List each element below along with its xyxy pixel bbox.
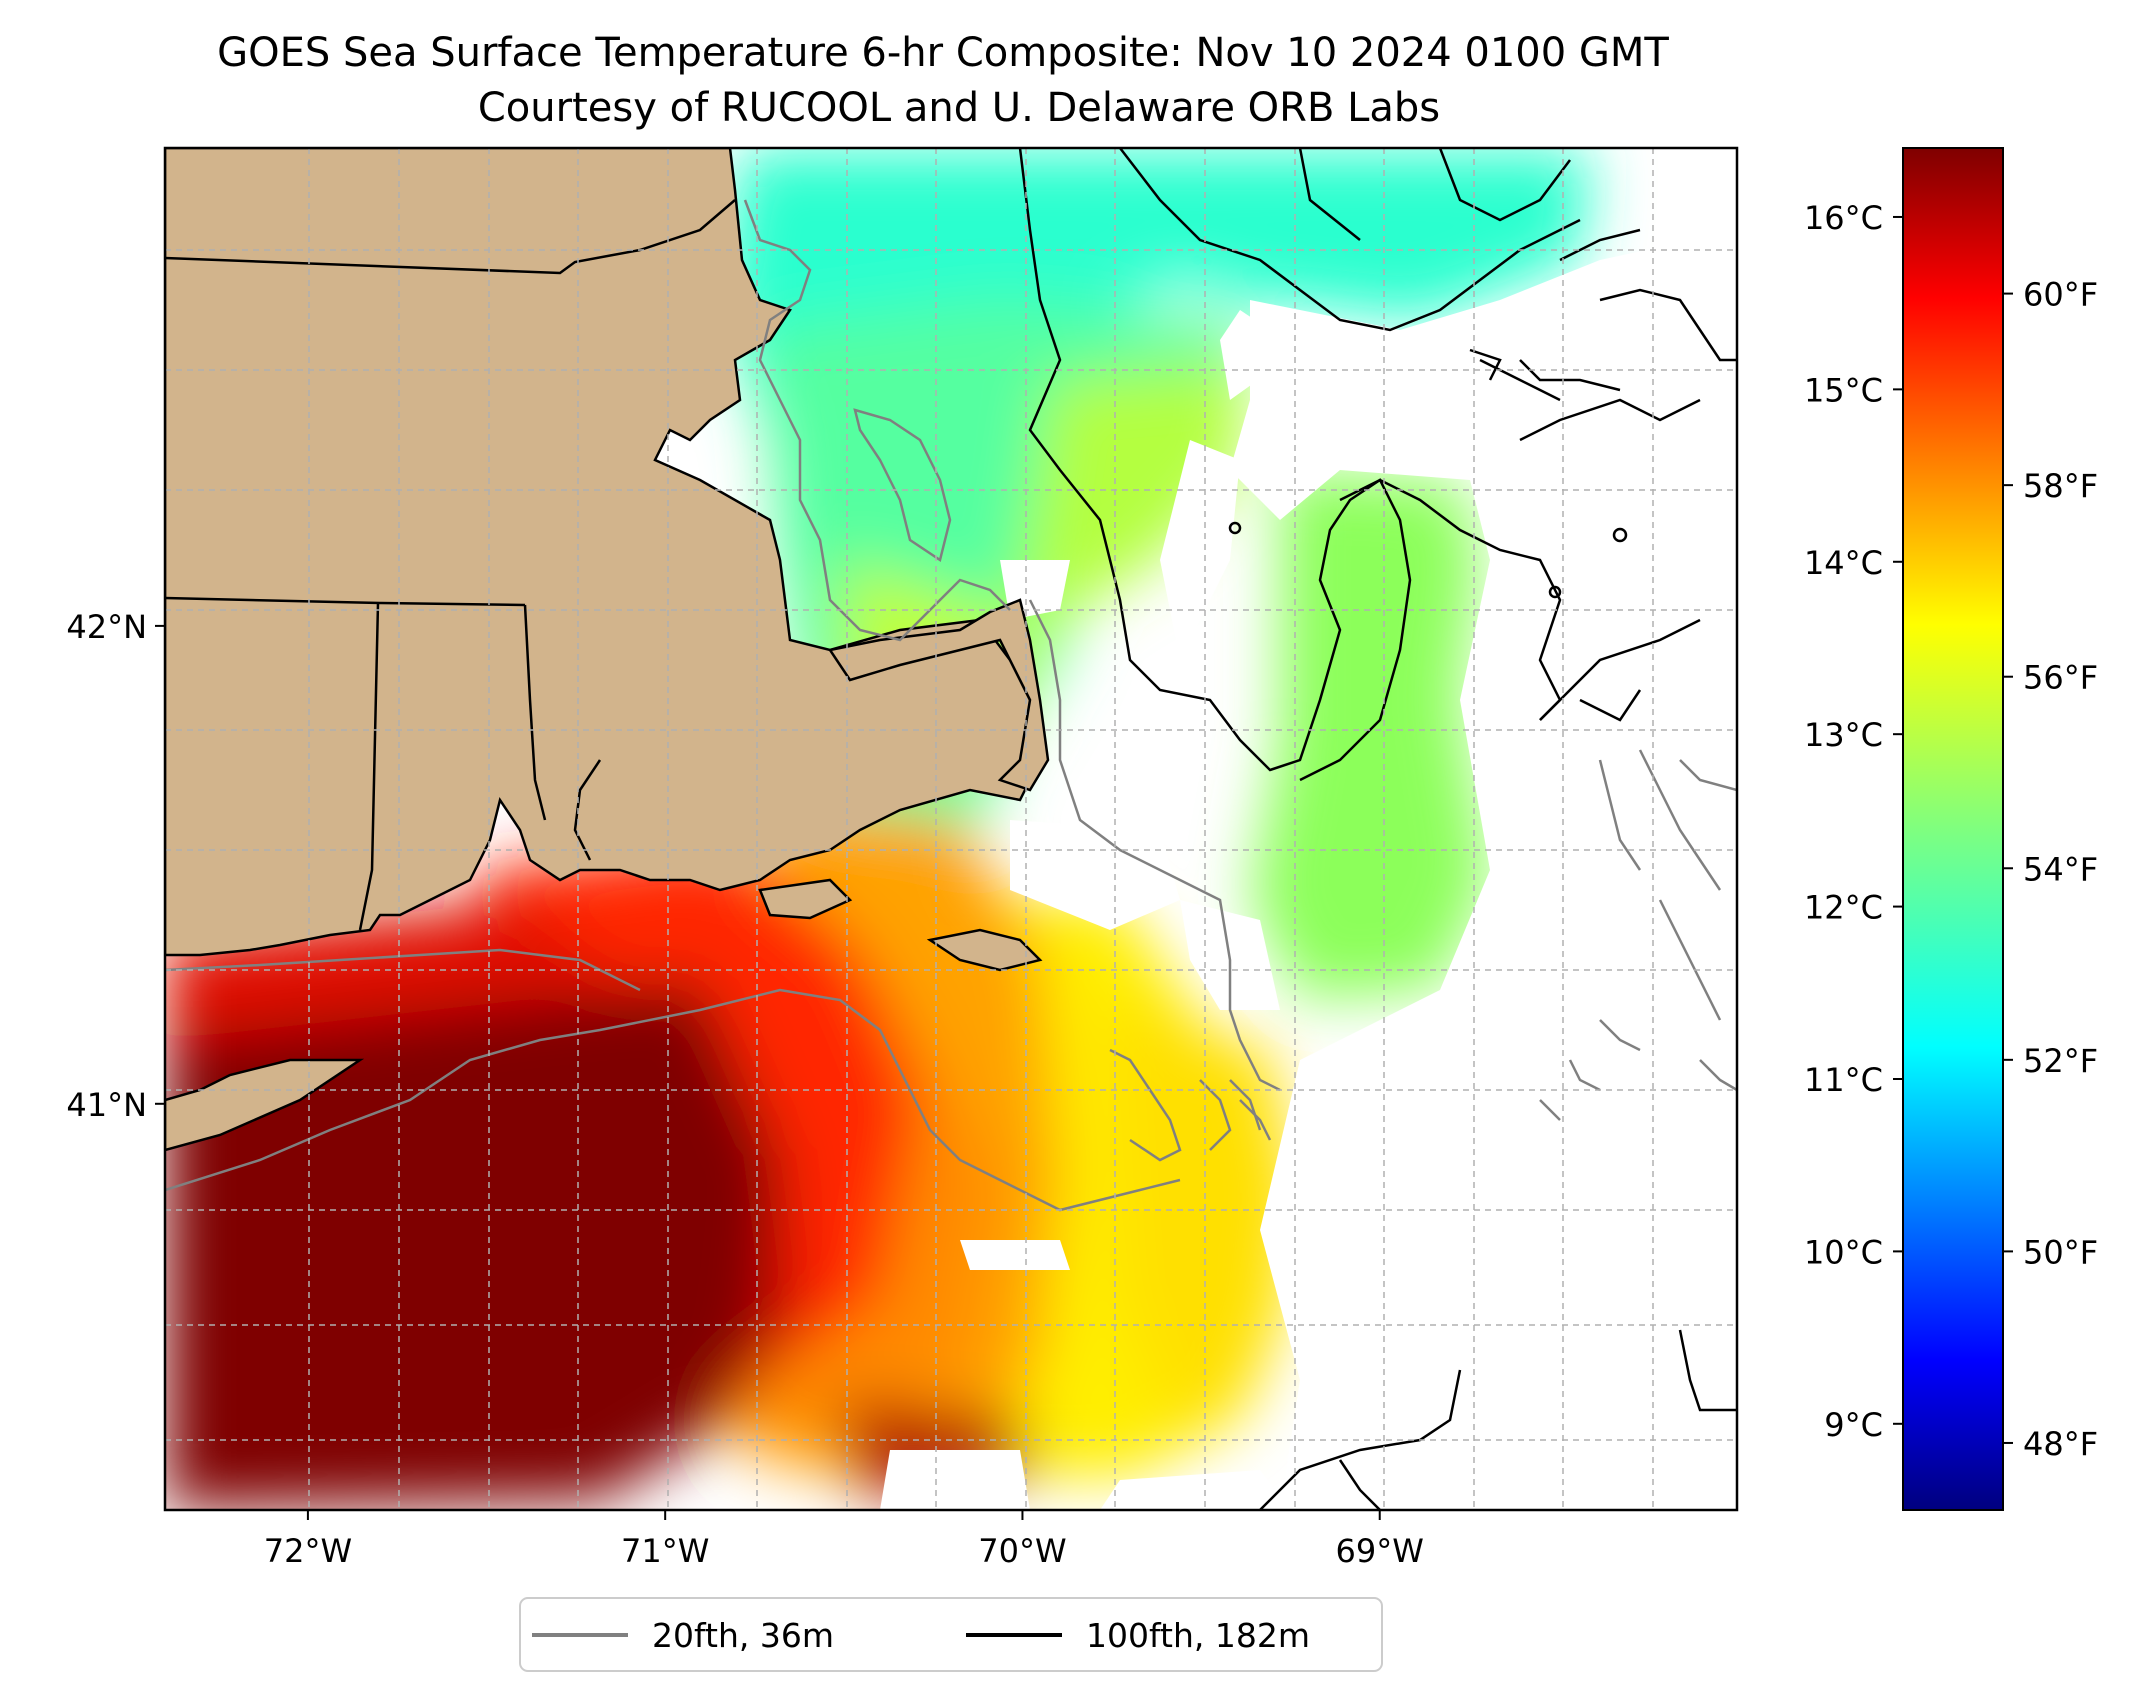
x-tick-label: 69°W <box>1336 1532 1424 1570</box>
fahrenheit-tick-label: 50°F <box>2023 1233 2098 1271</box>
title-line-2: Courtesy of RUCOOL and U. Delaware ORB L… <box>478 85 1440 131</box>
celsius-tick-label: 15°C <box>1804 371 1883 409</box>
x-tick-label: 72°W <box>264 1532 352 1570</box>
celsius-tick-label: 13°C <box>1804 716 1883 754</box>
y-tick-label: 41°N <box>66 1086 147 1124</box>
legend-label-100fth: 100fth, 182m <box>1086 1616 1310 1655</box>
x-axis-ticks: 72°W 71°W 70°W 69°W <box>264 1510 1424 1570</box>
map-area <box>165 148 1737 1510</box>
x-tick-label: 70°W <box>978 1532 1066 1570</box>
celsius-tick-label: 10°C <box>1804 1233 1883 1271</box>
celsius-tick-label: 16°C <box>1804 199 1883 237</box>
fahrenheit-tick-label: 48°F <box>2023 1425 2098 1463</box>
legend-label-20fth: 20fth, 36m <box>652 1616 834 1655</box>
fahrenheit-tick-label: 58°F <box>2023 467 2098 505</box>
legend-box <box>519 1597 1383 1672</box>
map-frame <box>163 146 1739 1512</box>
legend: 20fth, 36m 100fth, 182m <box>519 1597 1383 1672</box>
fahrenheit-tick-label: 60°F <box>2023 276 2098 314</box>
title-line-1: GOES Sea Surface Temperature 6-hr Compos… <box>217 30 1669 76</box>
y-tick-label: 42°N <box>66 608 147 646</box>
colorbar <box>1902 147 2004 1511</box>
x-tick-label: 71°W <box>621 1532 709 1570</box>
land <box>165 148 1050 1152</box>
isobath-100fth <box>1018 148 1737 1510</box>
isobath-20fth <box>165 199 1737 1212</box>
celsius-tick-label: 12°C <box>1804 889 1883 927</box>
fahrenheit-tick-label: 56°F <box>2023 659 2098 697</box>
grid-lines <box>165 148 1737 1510</box>
y-axis-ticks: 42°N 41°N <box>66 608 165 1124</box>
celsius-tick-label: 14°C <box>1804 544 1883 582</box>
celsius-tick-label: 9°C <box>1824 1406 1883 1444</box>
colorbar-fahrenheit-ticks: 48°F 50°F 52°F 54°F 56°F 58°F 60°F <box>2003 276 2098 1463</box>
celsius-tick-label: 11°C <box>1804 1061 1883 1099</box>
fahrenheit-tick-label: 52°F <box>2023 1042 2098 1080</box>
state-boundaries <box>165 199 736 931</box>
colorbar-celsius-ticks: 9°C 10°C 11°C 12°C 13°C 14°C 15°C 16°C <box>1804 199 1903 1444</box>
fahrenheit-tick-label: 54°F <box>2023 850 2098 888</box>
